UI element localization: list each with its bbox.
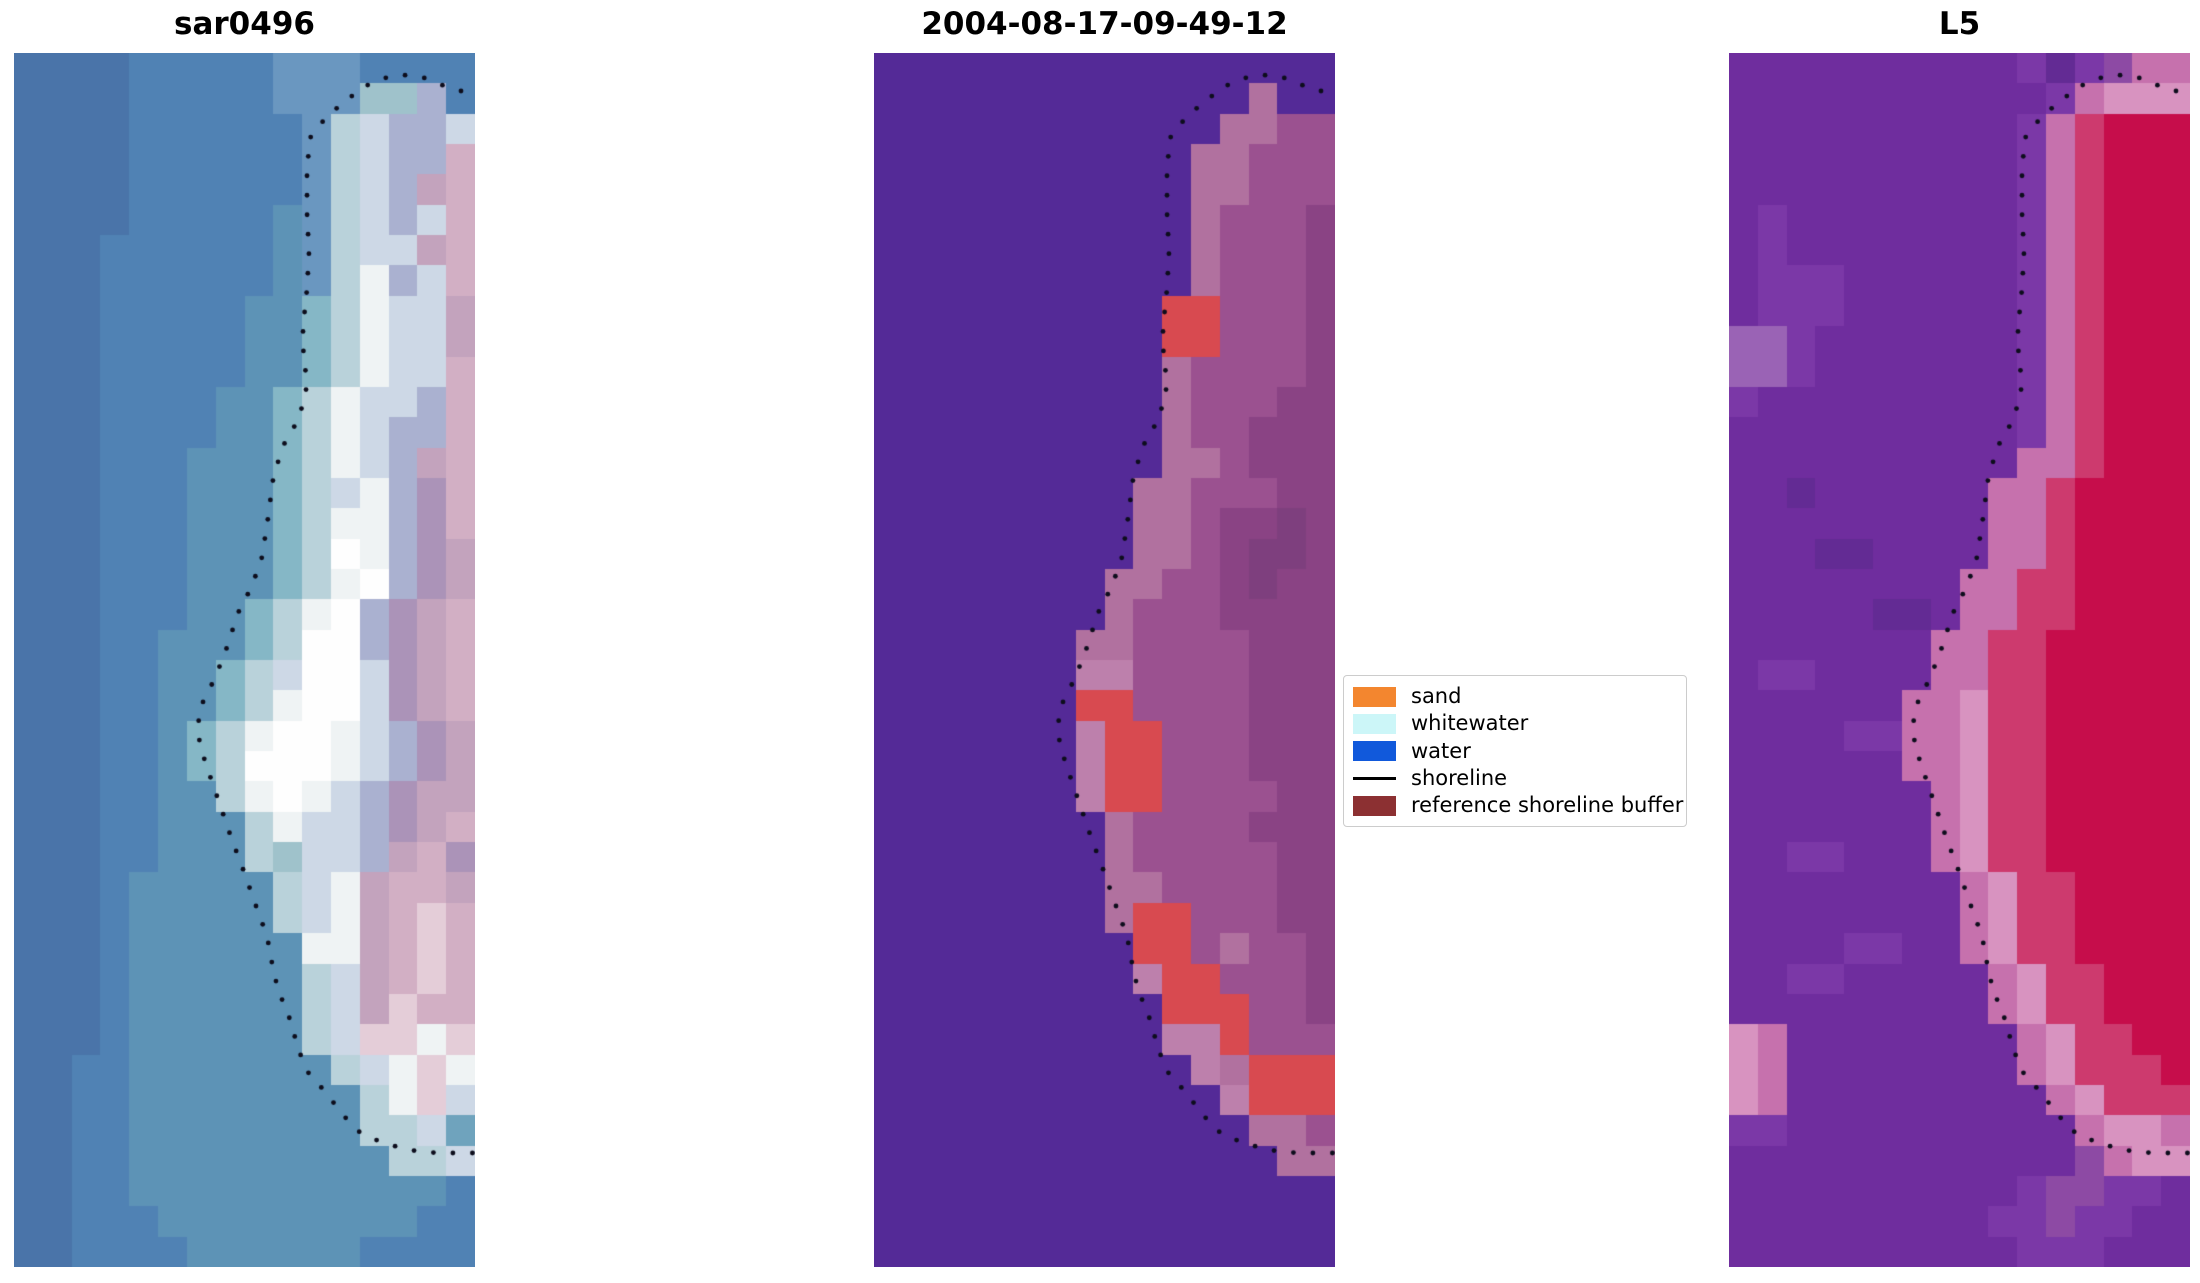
legend: sand whitewater water shoreline reference sh… <box>1343 675 1687 827</box>
legend-label: whitewater <box>1411 711 1529 736</box>
legend-entry: whitewater <box>1353 710 1676 737</box>
legend-swatch-sand-icon <box>1353 686 1396 707</box>
legend-entry: sand <box>1353 683 1676 710</box>
sar-image-panel <box>14 53 475 1267</box>
legend-entry: water <box>1353 738 1676 765</box>
legend-swatch-shoreline-icon <box>1353 776 1396 780</box>
panel-title-sar: sar0496 <box>174 6 315 42</box>
legend-swatch-water-icon <box>1353 741 1396 761</box>
legend-entry: reference shoreline buffer <box>1353 792 1683 819</box>
legend-label: shoreline <box>1411 765 1508 790</box>
panel-title-classified-date: 2004-08-17-09-49-12 <box>921 6 1288 42</box>
legend-swatch-whitewater-icon <box>1353 713 1396 734</box>
legend-label: sand <box>1411 684 1462 708</box>
panel-title-l5: L5 <box>1938 6 1981 42</box>
legend-label: reference shoreline buffer <box>1411 793 1684 817</box>
l5-image-panel <box>1729 53 2190 1267</box>
legend-entry: shoreline <box>1353 765 1676 792</box>
legend-label: water <box>1411 738 1471 763</box>
classified-image-panel <box>874 53 1335 1267</box>
legend-swatch-reference-shoreline-buffer-icon <box>1353 795 1396 816</box>
